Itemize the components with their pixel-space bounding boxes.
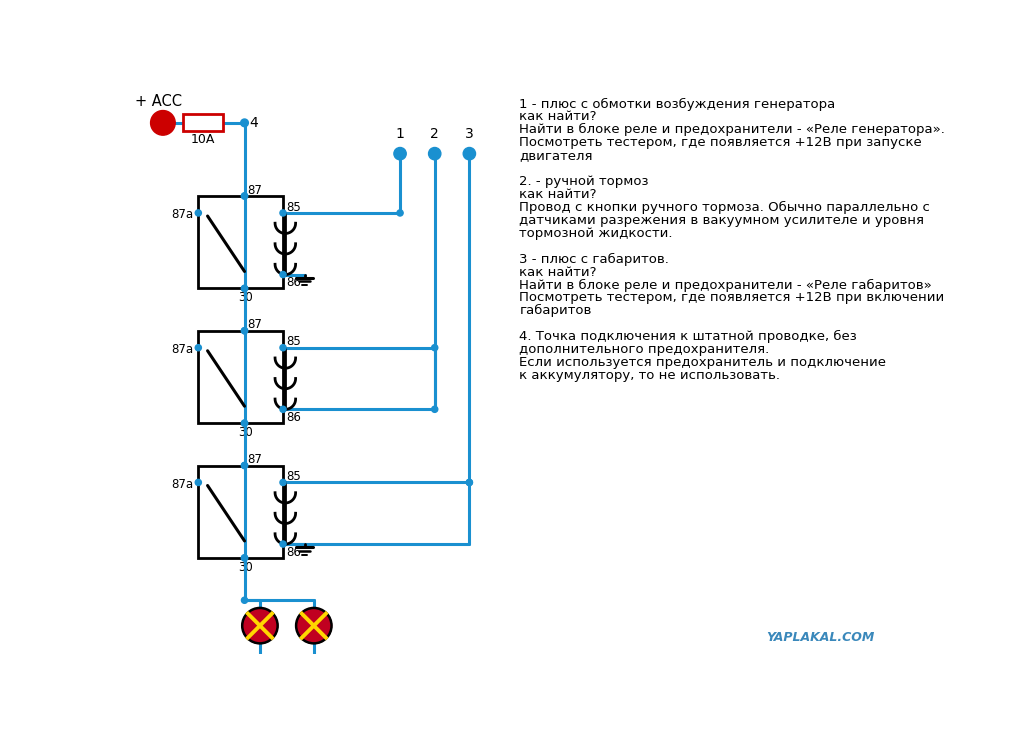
Text: 4: 4: [249, 116, 258, 130]
Text: 2: 2: [430, 127, 439, 141]
Circle shape: [242, 193, 248, 199]
Text: Посмотреть тестером, где появляется +12В при запуске: Посмотреть тестером, где появляется +12В…: [519, 136, 923, 149]
Circle shape: [242, 597, 248, 603]
Text: датчиками разрежения в вакуумном усилителе и уровня: датчиками разрежения в вакуумном усилите…: [519, 214, 925, 227]
Text: 10A: 10A: [190, 133, 215, 146]
Text: 30: 30: [239, 426, 253, 440]
Text: Найти в блоке реле и предохранители - «Реле генератора».: Найти в блоке реле и предохранители - «Р…: [519, 123, 945, 137]
Text: тормозной жидкости.: тормозной жидкости.: [519, 227, 673, 240]
Text: 1: 1: [395, 127, 404, 141]
Text: Провод с кнопки ручного тормоза. Обычно параллельно с: Провод с кнопки ручного тормоза. Обычно …: [519, 201, 930, 214]
Text: Если используется предохранитель и подключение: Если используется предохранитель и подкл…: [519, 356, 887, 369]
Text: 3 - плюс с габаритов.: 3 - плюс с габаритов.: [519, 253, 670, 266]
Circle shape: [243, 608, 278, 643]
Text: габаритов: габаритов: [519, 304, 592, 318]
Text: 87: 87: [247, 318, 262, 331]
Circle shape: [242, 462, 248, 469]
Bar: [183, 115, 223, 132]
Circle shape: [432, 406, 438, 412]
Circle shape: [196, 345, 202, 351]
Circle shape: [394, 148, 407, 159]
Circle shape: [280, 345, 286, 351]
Text: 30: 30: [239, 292, 253, 304]
Circle shape: [429, 148, 441, 159]
Text: двигателя: двигателя: [519, 149, 593, 162]
Text: 87: 87: [247, 184, 262, 197]
Text: как найти?: как найти?: [519, 110, 597, 123]
Text: 87a: 87a: [171, 478, 194, 491]
Text: Найти в блоке реле и предохранители - «Реле габаритов»: Найти в блоке реле и предохранители - «Р…: [519, 279, 932, 292]
Text: 86: 86: [286, 276, 301, 289]
Circle shape: [466, 479, 472, 486]
Text: к аккумулятору, то не использовать.: к аккумулятору, то не использовать.: [519, 369, 780, 382]
Circle shape: [242, 328, 248, 334]
Circle shape: [463, 148, 475, 159]
Circle shape: [280, 271, 286, 278]
Circle shape: [466, 479, 472, 486]
Circle shape: [196, 210, 202, 216]
Text: 85: 85: [286, 201, 301, 214]
Circle shape: [432, 345, 438, 351]
Bar: [199, 196, 283, 288]
Text: 86: 86: [286, 545, 301, 559]
Circle shape: [151, 110, 175, 135]
Text: как найти?: как найти?: [519, 188, 597, 201]
Circle shape: [241, 119, 249, 126]
Circle shape: [280, 479, 286, 486]
Text: 87a: 87a: [171, 343, 194, 356]
Circle shape: [296, 608, 332, 643]
Text: 3: 3: [465, 127, 474, 141]
Text: Посмотреть тестером, где появляется +12В при включении: Посмотреть тестером, где появляется +12В…: [519, 292, 945, 304]
Text: 1 - плюс с обмотки возбуждения генератора: 1 - плюс с обмотки возбуждения генератор…: [519, 98, 836, 110]
Text: как найти?: как найти?: [519, 265, 597, 279]
Bar: [199, 331, 283, 423]
Circle shape: [280, 541, 286, 547]
Circle shape: [242, 420, 248, 426]
Text: 30: 30: [239, 561, 253, 574]
Text: дополнительного предохранителя.: дополнительного предохранителя.: [519, 343, 770, 356]
Text: 85: 85: [286, 335, 301, 348]
Text: YAPLAKAL.COM: YAPLAKAL.COM: [766, 631, 874, 644]
Circle shape: [242, 420, 248, 426]
Circle shape: [242, 555, 248, 561]
Text: 2. - ручной тормоз: 2. - ручной тормоз: [519, 175, 649, 188]
Circle shape: [242, 462, 248, 469]
Circle shape: [397, 210, 403, 216]
Text: 87a: 87a: [171, 208, 194, 221]
Circle shape: [242, 285, 248, 292]
Circle shape: [242, 328, 248, 334]
Circle shape: [242, 555, 248, 561]
Circle shape: [242, 193, 248, 199]
Circle shape: [280, 210, 286, 216]
Text: 4. Точка подключения к штатной проводке, без: 4. Точка подключения к штатной проводке,…: [519, 330, 857, 343]
Circle shape: [280, 406, 286, 412]
Circle shape: [196, 479, 202, 486]
Bar: [199, 465, 283, 558]
Text: + ACC: + ACC: [135, 94, 182, 110]
Text: 87: 87: [247, 453, 262, 466]
Text: 85: 85: [286, 470, 301, 483]
Text: 86: 86: [286, 411, 301, 424]
Circle shape: [242, 285, 248, 292]
